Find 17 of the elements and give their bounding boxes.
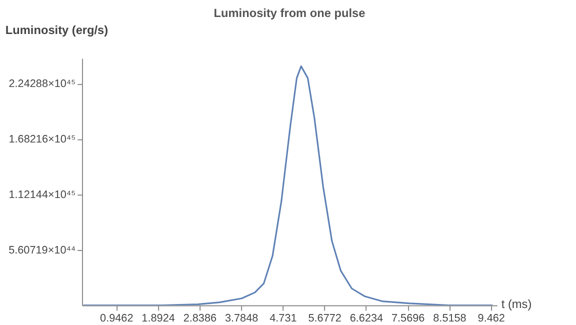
x-tick-label: 6.6234 xyxy=(350,312,384,325)
x-tick-label: 9.462 xyxy=(478,312,505,325)
x-tick-label: 5.6772 xyxy=(308,312,342,325)
y-tick-label: 5.60719×10⁴⁴ xyxy=(8,244,76,256)
x-tick-label: 8.5158 xyxy=(433,312,466,325)
y-tick-label: 1.68216×10⁴⁵ xyxy=(8,134,76,146)
x-tick-label: 1.8924 xyxy=(142,312,175,325)
y-axis-title: Luminosity (erg/s) xyxy=(5,23,108,38)
x-tick-label: 2.8386 xyxy=(183,312,217,325)
x-tick-label: 7.5696 xyxy=(392,312,425,325)
y-tick-label: 1.12144×10⁴⁵ xyxy=(8,188,76,201)
chart-title: Luminosity from one pulse xyxy=(214,6,366,20)
x-tick-label: 3.7848 xyxy=(224,312,258,325)
x-tick-label: 0.9462 xyxy=(100,312,134,325)
x-axis-title: t (ms) xyxy=(501,296,532,311)
y-tick-label: 2.24288×10⁴⁵ xyxy=(8,78,76,90)
x-tick-label: 4.731 xyxy=(270,312,297,325)
